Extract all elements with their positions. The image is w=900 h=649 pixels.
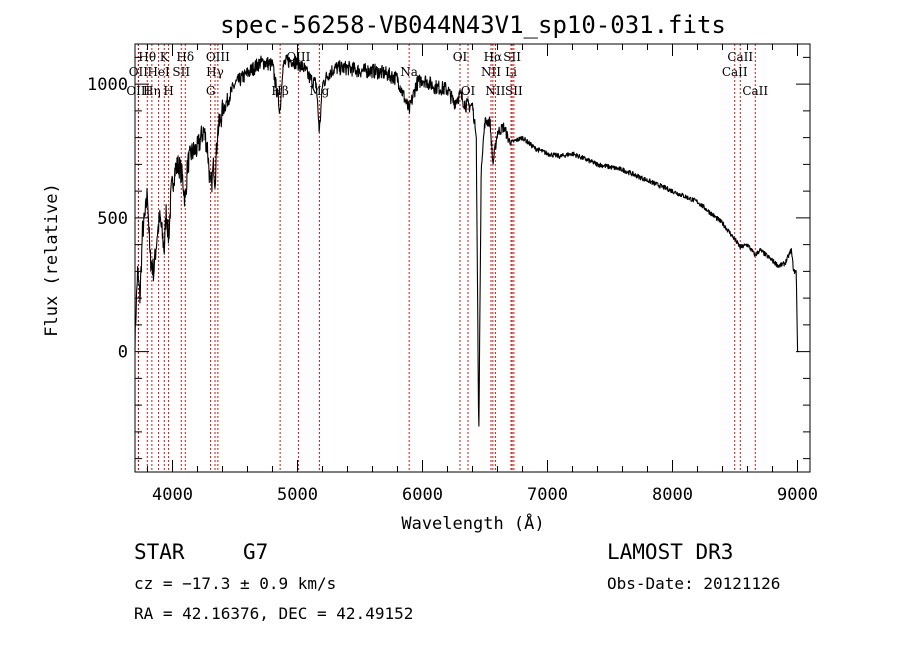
coordinates: RA = 42.16376, DEC = 42.49152 — [134, 604, 414, 623]
spectral-line-label: Hθ — [138, 50, 156, 64]
spectral-line-label: CaII — [722, 65, 748, 79]
spectral-line-label: NII — [485, 84, 505, 98]
spectral-line-label: CaII — [742, 84, 768, 98]
spectral-line-label: OI — [453, 50, 468, 64]
spectral-line-label: Mg — [309, 84, 329, 98]
spectral-line-label: Na — [400, 65, 418, 79]
spectral-line-label: Hδ — [176, 50, 194, 64]
spectral-line-label: OI — [461, 84, 476, 98]
spectral-line-label: K — [160, 50, 170, 64]
x-tick-label: 4000 — [152, 485, 193, 505]
spectral-line-label: SII — [503, 50, 521, 64]
spectral-line-label: Hα — [484, 50, 503, 64]
x-tick-label: 6000 — [402, 485, 443, 505]
axis-tick-labels: 4000 5000 6000 7000 8000 9000 0 500 1000 — [87, 75, 818, 505]
x-tick-label: 9000 — [777, 485, 818, 505]
spectral-line-label: SII — [505, 84, 523, 98]
spectrum-line — [134, 54, 799, 427]
spectral-line-label: Hη — [143, 84, 161, 98]
spectral-line-label: CaII — [727, 50, 753, 64]
x-tick-label: 5000 — [277, 485, 318, 505]
object-class: STAR — [134, 540, 185, 564]
spectral-line-label: OIII — [206, 50, 230, 64]
redshift-value: cz = −17.3 ± 0.9 km/s — [134, 574, 337, 593]
spectral-line-label: Hβ — [271, 84, 288, 98]
survey-name: LAMOST DR3 — [607, 540, 734, 564]
spectral-line-label: Hγ — [206, 65, 224, 79]
x-tick-label: 7000 — [527, 485, 568, 505]
spectral-line-label: OII — [129, 65, 149, 79]
spectral-line-label: G — [206, 84, 216, 98]
spectral-line-label: NII — [481, 65, 501, 79]
axis-ticks — [135, 44, 810, 472]
chart-title: spec-56258-VB044N43V1_sp10-031.fits — [220, 11, 726, 39]
spectral-line-label: H — [163, 84, 173, 98]
spectral-line-markers — [137, 44, 756, 472]
x-tick-label: 8000 — [652, 485, 693, 505]
y-axis-label: Flux (relative) — [42, 183, 62, 337]
x-axis-label: Wavelength (Å) — [401, 512, 544, 534]
y-tick-label: 0 — [118, 343, 128, 363]
observation-date: Obs-Date: 20121126 — [607, 574, 781, 593]
spectral-line-label: Li — [505, 65, 517, 79]
y-tick-label: 1000 — [87, 75, 128, 95]
y-tick-label: 500 — [97, 209, 128, 229]
spectral-line-label: HeI — [147, 65, 170, 79]
spectral-line-label: SII — [172, 65, 190, 79]
spectral-subclass: G7 — [243, 540, 269, 564]
spectral-line-label: OIII — [126, 84, 150, 98]
